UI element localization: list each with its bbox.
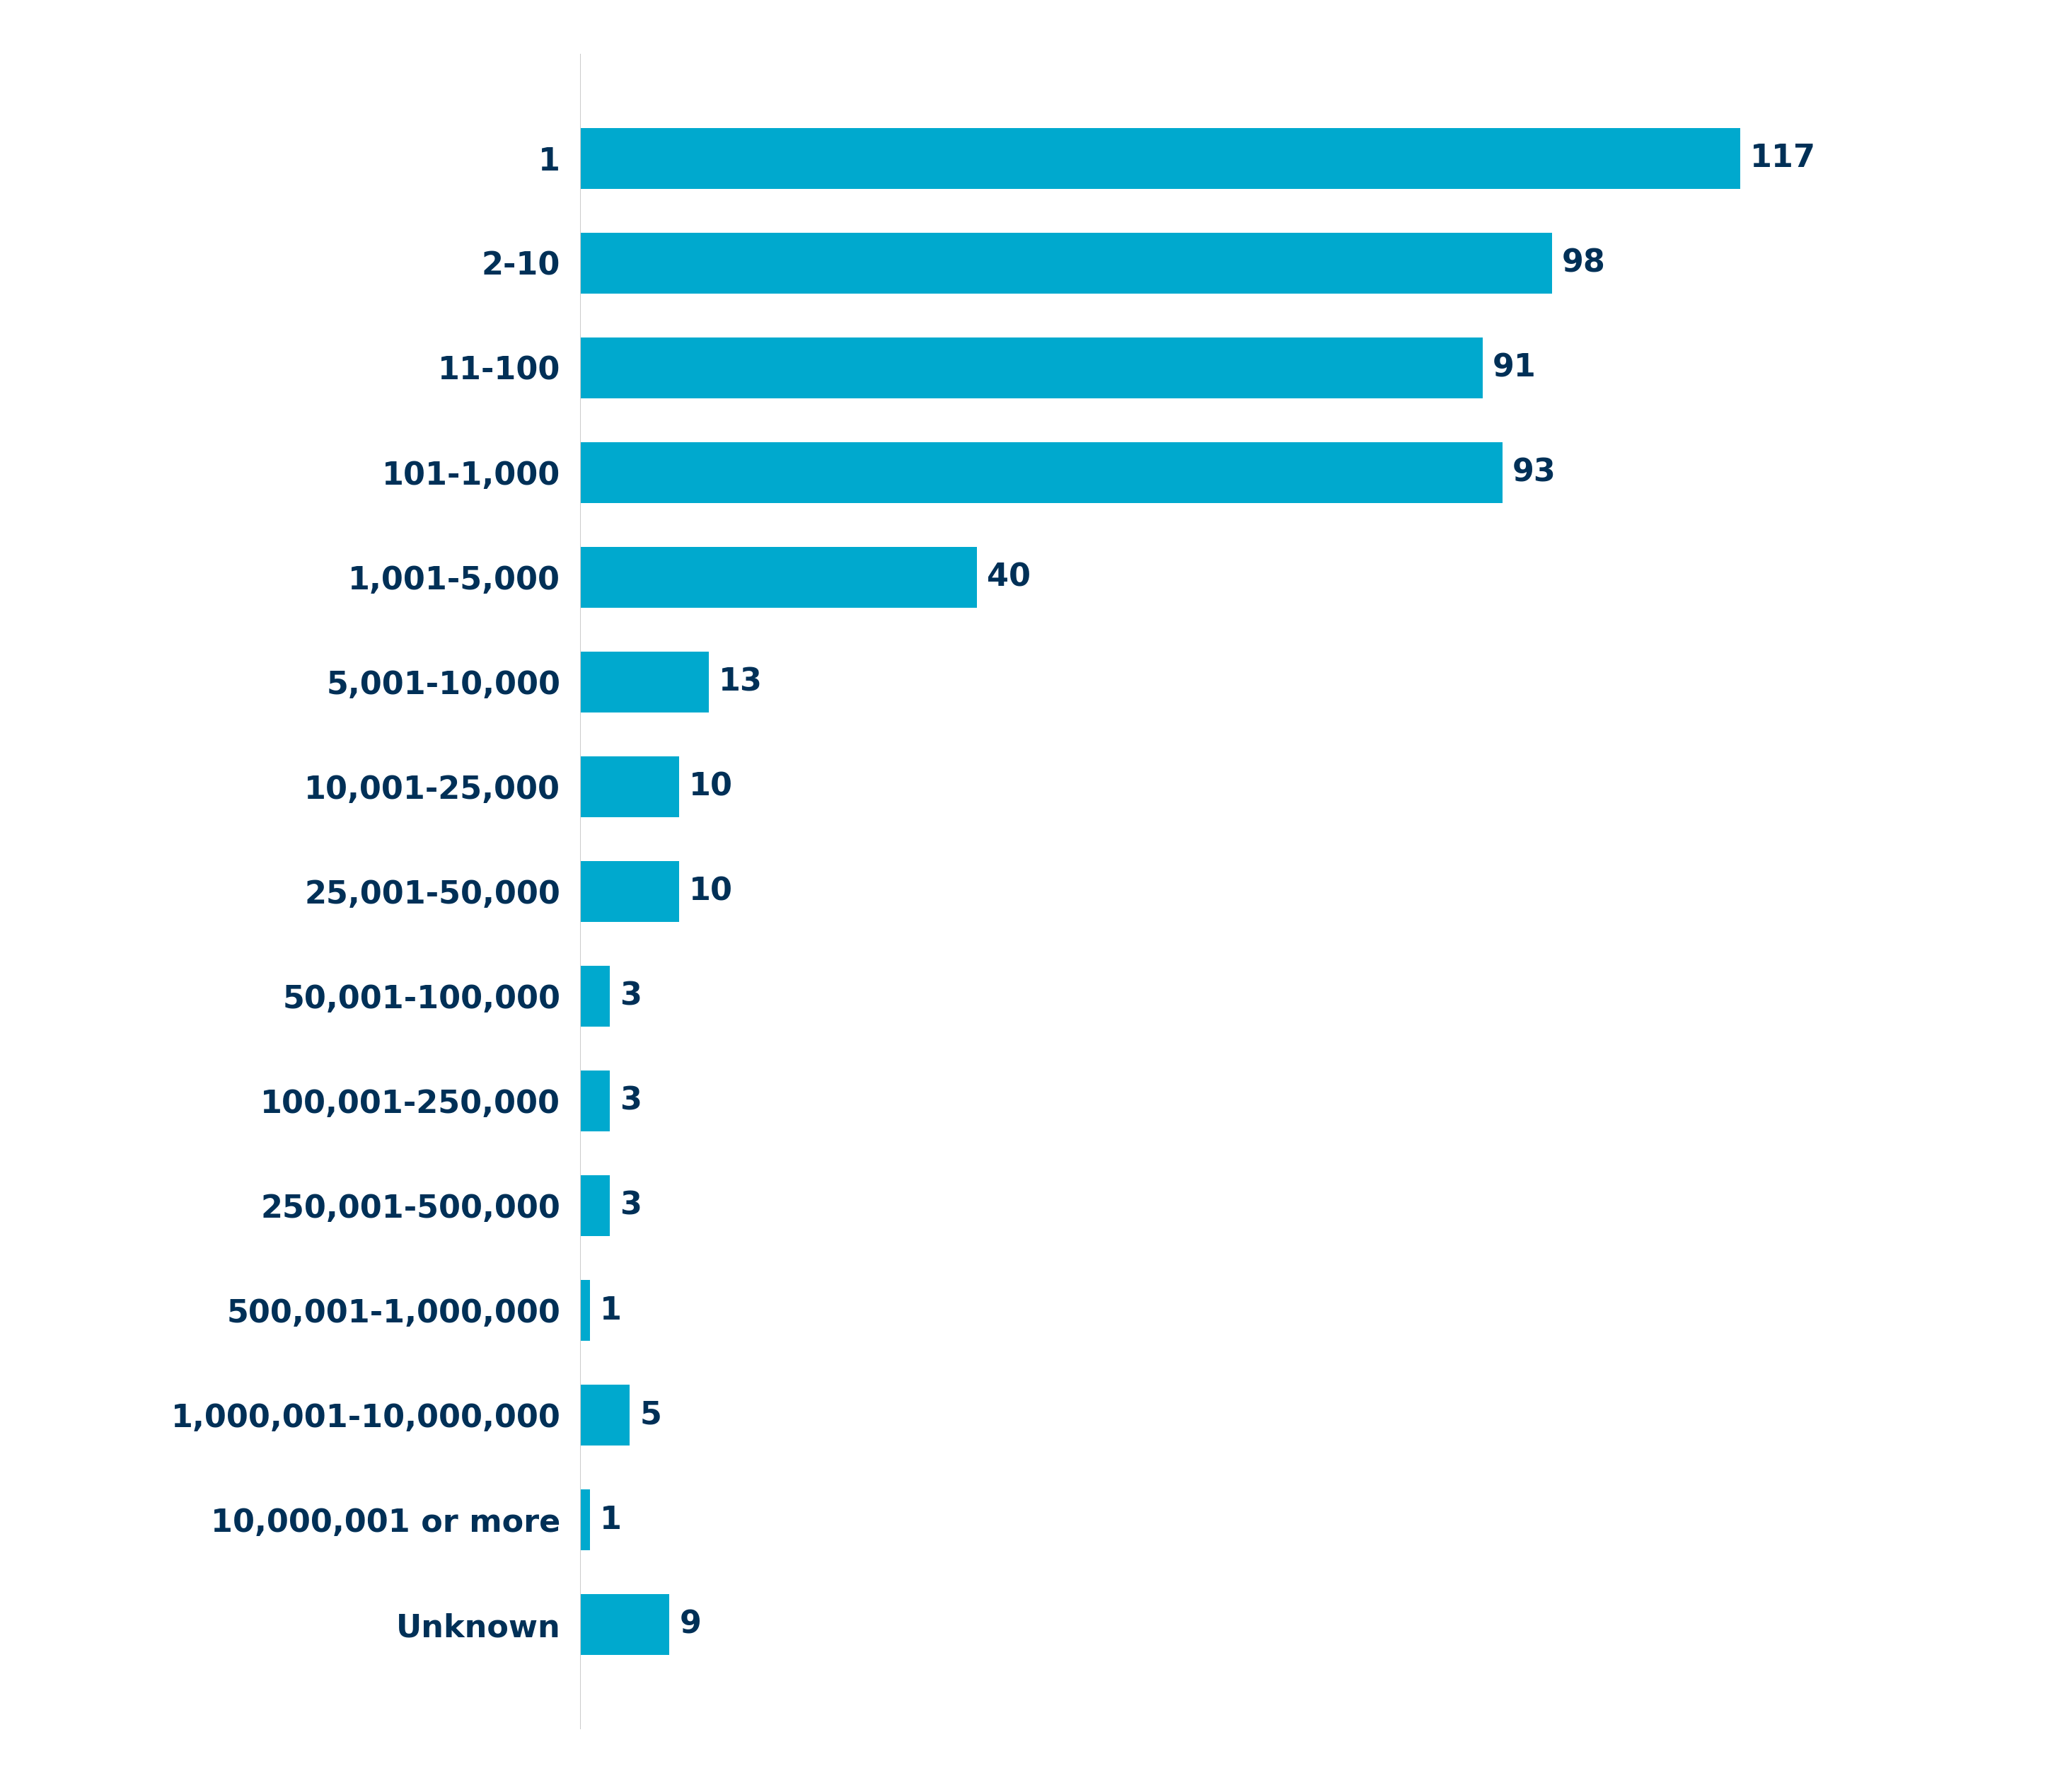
Text: 9: 9	[680, 1610, 700, 1640]
Text: 13: 13	[719, 667, 762, 697]
Text: 3: 3	[620, 1086, 642, 1116]
Text: 1: 1	[601, 1294, 622, 1327]
Bar	[580, 232, 1552, 294]
Bar	[580, 442, 1502, 503]
Text: 10: 10	[690, 772, 733, 802]
Bar	[580, 1175, 609, 1236]
Bar	[580, 1489, 591, 1551]
Bar	[580, 337, 1481, 398]
Bar	[580, 651, 709, 713]
Bar	[580, 1280, 591, 1341]
Bar	[580, 547, 976, 608]
Text: 3: 3	[620, 981, 642, 1011]
Text: 1: 1	[601, 1505, 622, 1535]
Bar	[580, 756, 680, 817]
Text: 40: 40	[986, 562, 1030, 592]
Text: 3: 3	[620, 1191, 642, 1221]
Text: 117: 117	[1751, 143, 1815, 173]
Text: 10: 10	[690, 875, 733, 908]
Text: 91: 91	[1492, 353, 1535, 383]
Bar	[580, 1594, 669, 1655]
Bar	[580, 128, 1740, 189]
Bar	[580, 861, 680, 922]
Bar	[580, 966, 609, 1027]
Text: 5: 5	[640, 1400, 661, 1430]
Text: 93: 93	[1513, 456, 1556, 489]
Text: 98: 98	[1562, 248, 1606, 278]
Bar	[580, 1385, 630, 1446]
Bar	[580, 1070, 609, 1132]
